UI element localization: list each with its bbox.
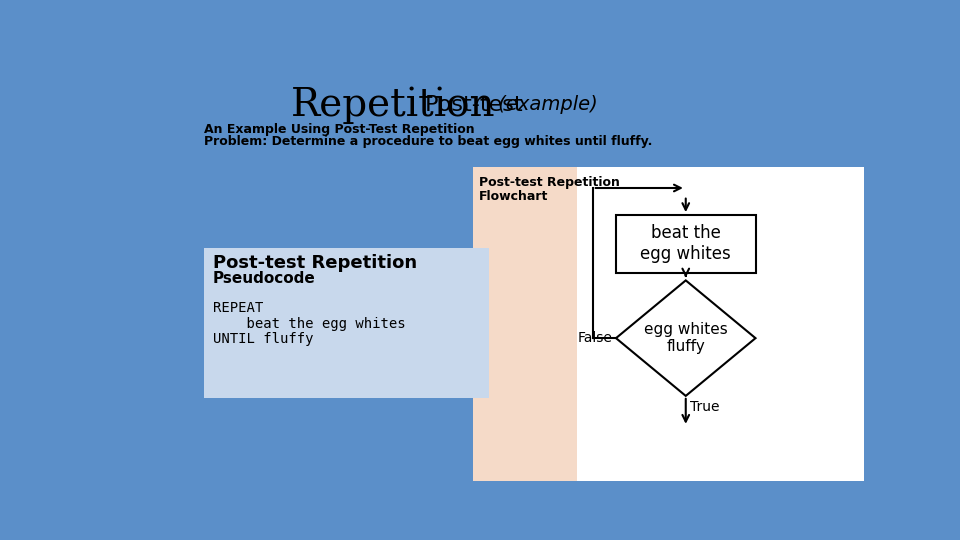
Text: UNTIL fluffy: UNTIL fluffy (213, 332, 314, 346)
Text: REPEAT: REPEAT (213, 301, 263, 315)
Text: beat the
egg whites: beat the egg whites (640, 225, 732, 263)
Text: beat the egg whites: beat the egg whites (213, 316, 406, 330)
Text: Repetition: Repetition (291, 86, 495, 124)
Text: Pseudocode: Pseudocode (213, 272, 316, 286)
Text: Flowchart: Flowchart (479, 190, 548, 203)
FancyBboxPatch shape (577, 167, 868, 481)
Text: Post-test: Post-test (419, 95, 523, 115)
Text: An Example Using Post-Test Repetition: An Example Using Post-Test Repetition (204, 123, 474, 136)
FancyBboxPatch shape (472, 167, 659, 481)
Polygon shape (616, 280, 756, 396)
Text: (example): (example) (492, 96, 598, 114)
Text: True: True (689, 401, 719, 415)
Text: False: False (577, 331, 612, 345)
FancyBboxPatch shape (204, 248, 489, 398)
Text: Post-test Repetition: Post-test Repetition (213, 254, 418, 273)
Text: Post-test Repetition: Post-test Repetition (479, 176, 620, 189)
FancyBboxPatch shape (616, 215, 756, 273)
Text: Problem: Determine a procedure to beat egg whites until fluffy.: Problem: Determine a procedure to beat e… (204, 136, 652, 148)
Text: egg whites
fluffy: egg whites fluffy (644, 322, 728, 354)
